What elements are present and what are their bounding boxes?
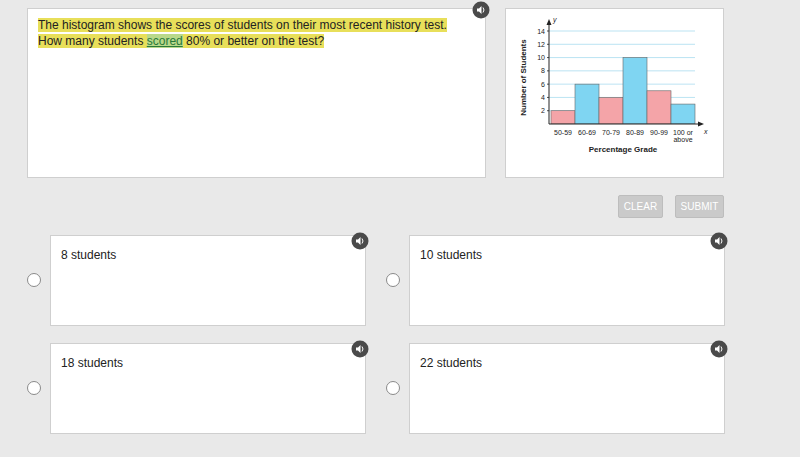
grid-line (549, 31, 695, 32)
speaker-wave (483, 8, 484, 13)
bar (671, 104, 695, 124)
x-arrow (698, 122, 704, 127)
answer-option[interactable]: 10 students (409, 235, 725, 326)
y-tick-label: 14 (537, 28, 545, 35)
speaker-wave (362, 239, 363, 244)
speaker-shape (356, 237, 361, 245)
speaker-circle (352, 233, 369, 250)
y-axis (549, 22, 550, 124)
y-tick (547, 57, 549, 58)
grid-line (549, 57, 695, 58)
speaker-icon[interactable] (351, 232, 369, 250)
speaker-shape (356, 345, 361, 353)
grid-line (549, 44, 695, 45)
speaker-circle (711, 233, 728, 250)
y-tick (547, 97, 549, 98)
y-tick-label: 4 (541, 94, 545, 101)
y-tick (547, 70, 549, 71)
answer-text: 18 students (61, 356, 123, 370)
x-tick-label: 80-89 (621, 129, 649, 136)
speaker-shape (715, 345, 720, 353)
speaker-circle (352, 341, 369, 358)
x-axis (549, 124, 701, 125)
speaker-circle (473, 2, 490, 19)
chart: 2 4 6 8 10 12 14 y x Number of Students Percentage… (505, 8, 724, 178)
speaker-icon[interactable] (710, 340, 728, 358)
button[interactable]: SUBMIT (675, 195, 724, 218)
y-tick-label: 2 (541, 107, 545, 114)
speaker-wave (362, 347, 363, 352)
bar (623, 58, 647, 124)
radio-circle (28, 382, 41, 395)
y-tick-label: 10 (537, 54, 545, 61)
bars (551, 58, 695, 124)
speaker-wave (721, 347, 722, 352)
bar (575, 84, 599, 124)
x-axis-label: Percentage Grade (589, 145, 658, 154)
answer-text: 22 students (420, 356, 482, 370)
answer-option[interactable]: 22 students (409, 343, 725, 434)
speaker-icon[interactable] (351, 340, 369, 358)
radio-button[interactable] (385, 380, 401, 396)
grid-line (549, 84, 695, 85)
speaker-circle (711, 341, 728, 358)
y-axis-name: y (552, 16, 557, 24)
y-tick-label: 12 (537, 41, 545, 48)
y-tick-label: 6 (541, 81, 545, 88)
radio-circle (387, 274, 400, 287)
y-tick (547, 31, 549, 32)
speaker-icon[interactable] (472, 1, 490, 19)
speaker-shape (477, 6, 482, 14)
button[interactable]: CLEAR (618, 195, 663, 218)
bar (551, 111, 575, 124)
speaker-icon[interactable] (710, 232, 728, 250)
glossary-link[interactable]: scored (147, 34, 183, 48)
answer-option[interactable]: 8 students (50, 235, 366, 326)
y-tick (547, 110, 549, 111)
x-axis-name: x (703, 128, 708, 135)
question-text-part: 80% or better on the test? (183, 34, 324, 48)
x-tick-label: 60-69 (573, 129, 601, 136)
y-tick (547, 84, 549, 85)
y-tick (547, 44, 549, 45)
answer-text: 8 students (61, 248, 116, 262)
y-tick-label: 8 (541, 67, 545, 74)
x-tick-label: 50-59 (549, 129, 577, 136)
y-axis-label: Number of Students (519, 39, 528, 116)
radio-button[interactable] (26, 380, 42, 396)
radio-circle (28, 274, 41, 287)
bar (647, 91, 671, 124)
answer-text: 10 students (420, 248, 482, 262)
answer-option[interactable]: 18 students (50, 343, 366, 434)
speaker-wave (721, 239, 722, 244)
grid-line (549, 70, 695, 71)
question-box: The histogram shows the scores of studen… (27, 8, 486, 178)
radio-circle (387, 382, 400, 395)
radio-button[interactable] (26, 272, 42, 288)
speaker-shape (715, 237, 720, 245)
x-tick-label: 70-79 (597, 129, 625, 136)
radio-button[interactable] (385, 272, 401, 288)
x-tick-label: 90-99 (645, 129, 673, 136)
y-arrow (547, 19, 552, 25)
question-text: The histogram shows the scores of studen… (38, 17, 458, 49)
bar (599, 97, 623, 124)
x-tick-label: 100 or above (669, 129, 697, 143)
